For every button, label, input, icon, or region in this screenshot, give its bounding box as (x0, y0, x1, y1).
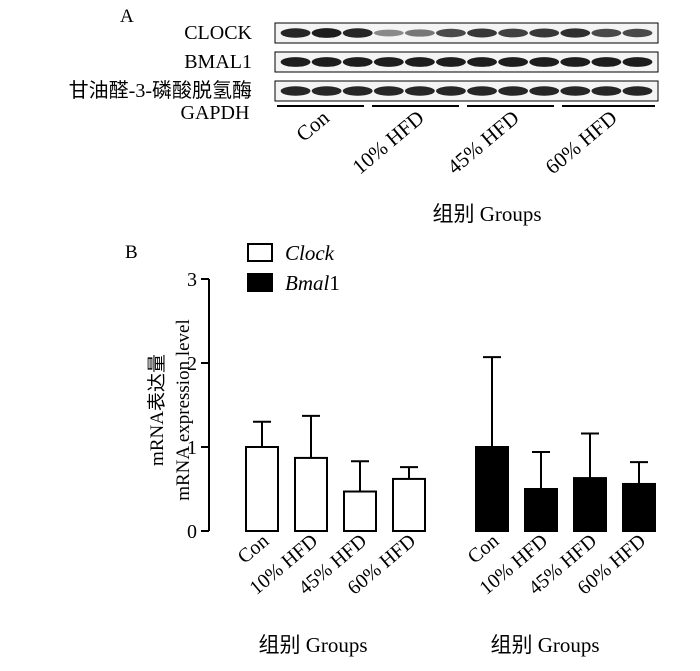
band-gapdh-lane-10 (560, 86, 591, 96)
y-tick-label: 1 (187, 437, 197, 459)
band-label-clock: CLOCK (184, 22, 252, 44)
band-gapdh-lane-8 (498, 86, 529, 96)
legend-label-italic: Bmal (285, 271, 329, 295)
band-gapdh-lane-1 (280, 86, 311, 96)
x-axis-label-left: 组别 Groups (258, 633, 367, 657)
blot-group-label: Con (291, 105, 334, 146)
chart-legend: Clock Bmal1 (247, 241, 340, 295)
band-bmal1-lane-8 (498, 57, 529, 67)
band-bmal1-lane-4 (373, 57, 404, 67)
bar-bmal1-3 (573, 477, 607, 532)
band-bmal1-lane-3 (342, 57, 373, 67)
band-clock-lane-12 (622, 28, 653, 38)
bar-bmal1-2 (524, 488, 558, 532)
band-clock-lane-2 (311, 28, 342, 38)
band-bmal1-lane-10 (560, 57, 591, 67)
band-label-gapdh-en: GAPDH (181, 102, 250, 124)
band-bmal1-lane-12 (622, 57, 653, 67)
band-clock-lane-7 (467, 28, 497, 38)
band-gapdh-lane-6 (436, 86, 466, 96)
legend-label-italic: Clock (285, 241, 335, 265)
legend-label-bmal1: Bmal1 (285, 271, 340, 295)
band-label-bmal1: BMAL1 (184, 51, 252, 73)
band-gapdh-lane-5 (404, 86, 435, 96)
band-bmal1-lane-11 (591, 57, 622, 67)
blot-group-label: 10% HFD (348, 105, 429, 179)
band-label-gapdh: 甘油醛-3-磷酸脱氢酶 (69, 79, 252, 102)
x-axis-label-right: 组别 Groups (490, 633, 599, 657)
band-gapdh-lane-4 (373, 86, 404, 96)
band-bmal1-lane-5 (404, 57, 435, 67)
blot-x-axis-label: 组别 Groups (432, 202, 541, 226)
legend-label-suffix: 1 (329, 271, 340, 295)
band-gapdh-lane-2 (311, 86, 342, 96)
bar-clock-4 (392, 477, 426, 533)
band-clock-lane-10 (560, 28, 591, 38)
band-bmal1-lane-1 (280, 57, 311, 67)
blot-group-label: 60% HFD (541, 105, 622, 179)
band-clock-lane-8 (498, 28, 529, 38)
y-tick-label: 3 (187, 269, 197, 291)
blot-strip-clock (274, 22, 659, 44)
band-gapdh-lane-3 (342, 86, 373, 96)
band-gapdh-lane-9 (529, 86, 560, 96)
band-clock-lane-3 (342, 28, 373, 38)
y-tick-label: 2 (187, 353, 197, 375)
band-clock-lane-6 (436, 28, 466, 38)
band-bmal1-lane-2 (311, 57, 342, 67)
bar-clock-1 (245, 446, 279, 532)
band-gapdh-lane-7 (467, 86, 497, 96)
y-axis-label-cn: mRNA表达量 (146, 354, 168, 466)
panel-a-label: A (120, 6, 134, 27)
x-tick-label: Con (234, 530, 274, 568)
band-clock-lane-1 (280, 28, 311, 38)
legend-swatch-bmal1 (247, 273, 273, 292)
bar-clock-3 (343, 490, 377, 532)
band-bmal1-lane-9 (529, 57, 560, 67)
legend-label-clock: Clock (285, 241, 335, 265)
blot-group-label: 45% HFD (443, 105, 524, 179)
bar-bmal1-4 (622, 482, 656, 532)
band-clock-lane-11 (591, 28, 622, 38)
blot-strip-bmal1 (274, 51, 659, 73)
blot-strip-gapdh (274, 80, 659, 102)
band-bmal1-lane-6 (436, 57, 466, 67)
band-clock-lane-9 (529, 28, 560, 38)
legend-swatch-clock (247, 243, 273, 262)
y-tick-label: 0 (187, 521, 197, 543)
y-axis-label-en: mRNA expression level (173, 319, 194, 501)
x-tick-label: Con (464, 530, 504, 568)
bar-clock-2 (294, 456, 328, 533)
y-axis: 0 1 2 3 (187, 269, 210, 543)
band-clock-lane-5 (404, 29, 435, 37)
bars (245, 356, 656, 533)
band-gapdh-lane-12 (622, 86, 653, 96)
blot-group-labels: Con 10% HFD 45% HFD 60% HFD (277, 105, 655, 179)
band-gapdh-lane-11 (591, 86, 622, 96)
bar-bmal1-1 (475, 446, 509, 532)
band-bmal1-lane-7 (467, 57, 497, 67)
band-clock-lane-4 (373, 29, 404, 37)
panel-b-label: B (125, 242, 138, 263)
